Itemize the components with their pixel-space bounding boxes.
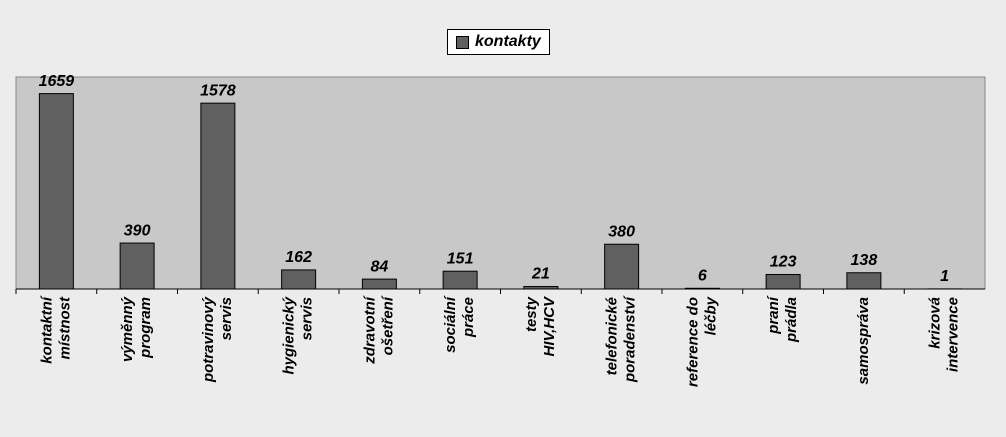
bar — [846, 272, 882, 290]
data-label: 1578 — [200, 82, 236, 99]
data-label: 390 — [124, 222, 151, 239]
bar — [200, 102, 236, 290]
x-tick-label: zdravotní ošetření — [361, 297, 397, 364]
bar — [684, 287, 720, 290]
x-tick-label: sociální práce — [442, 297, 478, 353]
bar — [523, 286, 559, 290]
bar — [281, 269, 317, 290]
x-tick-label: krizová intervence — [926, 297, 962, 373]
data-label: 123 — [770, 254, 797, 271]
data-label: 1659 — [39, 73, 75, 90]
bar — [361, 278, 397, 290]
data-label: 380 — [608, 223, 635, 240]
data-label: 6 — [698, 268, 707, 285]
data-label: 84 — [370, 258, 388, 275]
bar — [119, 242, 155, 290]
x-tick-label: praní prádla — [765, 297, 801, 343]
plot-area — [15, 76, 986, 290]
legend: kontakty — [447, 29, 550, 55]
data-label: 21 — [531, 266, 550, 283]
x-tick-label: hygienický servis — [280, 297, 316, 375]
x-tick-label: potravinový servis — [199, 297, 235, 383]
data-label: 151 — [447, 250, 474, 267]
x-tick-label: reference do léčby — [684, 297, 720, 388]
x-tick-label: testy HIV,HCV — [522, 297, 558, 357]
bar — [38, 93, 74, 290]
legend-swatch — [456, 35, 469, 49]
data-label: 138 — [851, 252, 878, 269]
x-tick-label: kontaktní místnost — [38, 297, 74, 364]
legend-label: kontakty — [475, 33, 541, 50]
bar — [765, 274, 801, 290]
bar — [604, 243, 640, 290]
data-label: 1 — [940, 268, 949, 285]
x-tick-label: samospráva — [854, 297, 872, 385]
x-tick-label: výměnný program — [119, 297, 155, 363]
x-tick-label: telefonické poradenství — [603, 297, 639, 383]
bar — [442, 270, 478, 290]
data-label: 162 — [285, 249, 312, 266]
